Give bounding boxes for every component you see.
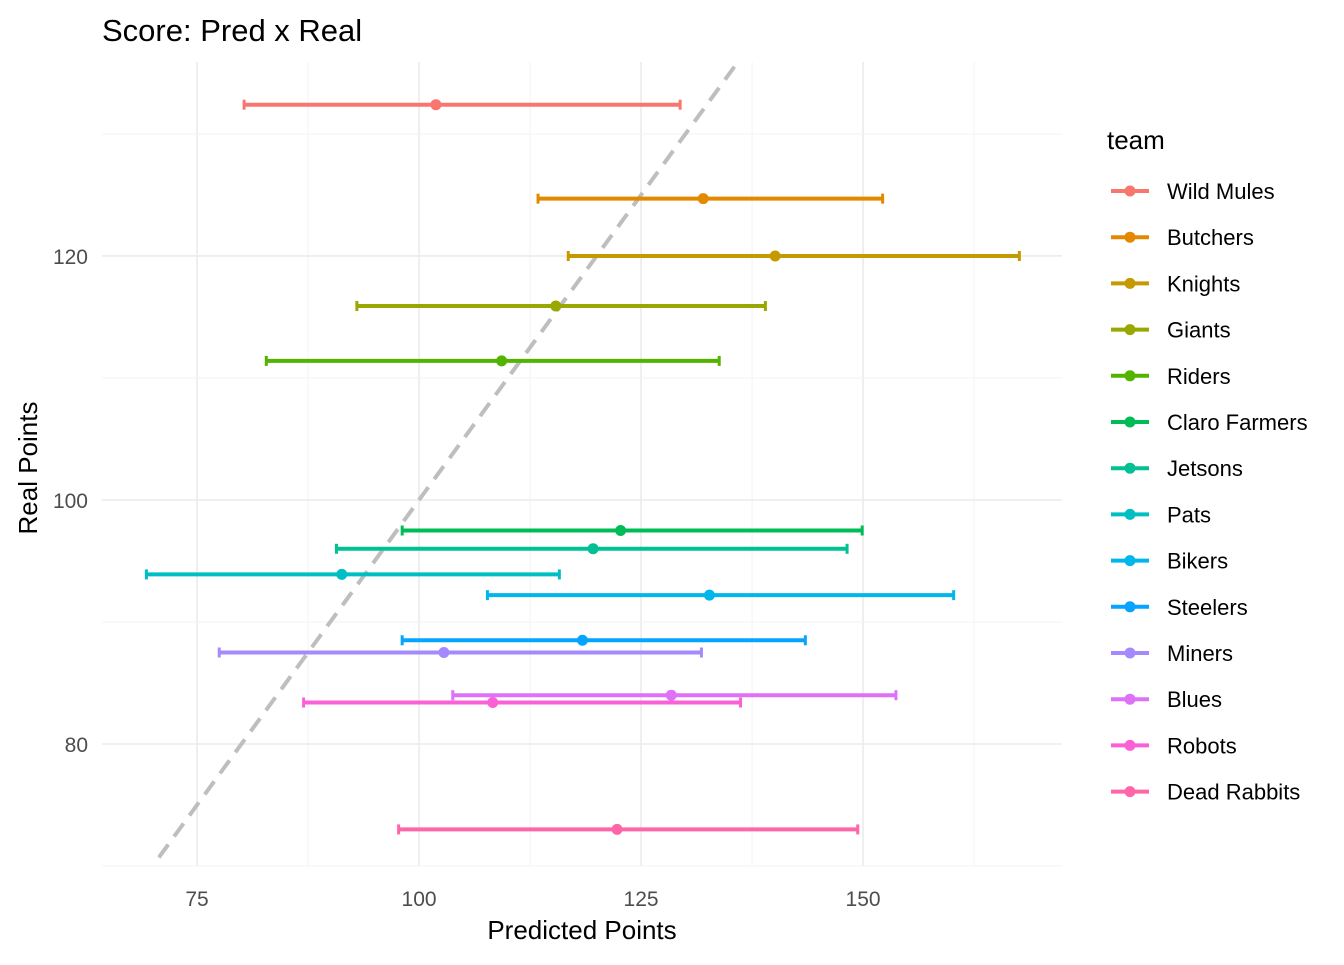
marks — [144, 99, 1021, 835]
legend-label: Giants — [1167, 318, 1231, 343]
legend-key-point — [1124, 185, 1136, 197]
legend-key-point — [1124, 370, 1136, 382]
team-claro-farmers — [400, 524, 864, 536]
legend-title: team — [1107, 125, 1165, 155]
legend-label: Wild Mules — [1167, 179, 1275, 204]
legend-item: Bikers — [1111, 549, 1228, 574]
legend-label: Jetsons — [1167, 456, 1243, 481]
team-butchers — [536, 193, 885, 205]
legend-key-point — [1124, 739, 1136, 751]
data-point — [769, 250, 781, 262]
team-robots — [302, 697, 743, 709]
reference-line — [157, 60, 740, 859]
legend-item: Robots — [1111, 733, 1237, 758]
legend-label: Bikers — [1167, 549, 1228, 574]
team-dead-rabbits — [397, 823, 860, 835]
data-point — [697, 193, 709, 205]
reference-line-group — [157, 60, 740, 859]
legend-key-point — [1124, 277, 1136, 289]
team-jetsons — [334, 543, 849, 555]
x-tick-label: 150 — [846, 888, 881, 911]
legend-item: Wild Mules — [1111, 179, 1275, 204]
data-point — [615, 524, 627, 536]
x-tick-label: 75 — [185, 888, 208, 911]
legend-label: Steelers — [1167, 595, 1248, 620]
legend-key-point — [1124, 231, 1136, 243]
ticks: 75 100 125 150 80 100 120 — [53, 246, 881, 911]
team-knights — [566, 250, 1021, 262]
legend-item: Pats — [1111, 502, 1211, 527]
team-miners — [217, 646, 703, 658]
data-point — [487, 697, 499, 709]
legend-item: Riders — [1111, 364, 1231, 389]
legend-key-point — [1124, 462, 1136, 474]
legend-label: Riders — [1167, 364, 1231, 389]
legend-key-point — [1124, 693, 1136, 705]
legend-label: Robots — [1167, 733, 1237, 758]
legend-key-point — [1124, 555, 1136, 567]
x-tick-label: 125 — [624, 888, 659, 911]
x-axis-label: Predicted Points — [487, 915, 676, 945]
y-tick-label: 100 — [53, 490, 88, 513]
legend-key-point — [1124, 324, 1136, 336]
legend-label: Blues — [1167, 687, 1222, 712]
legend-item: Butchers — [1111, 225, 1254, 250]
legend-item: Claro Farmers — [1111, 410, 1308, 435]
legend-key-point — [1124, 647, 1136, 659]
legend-key-point — [1124, 601, 1136, 613]
team-pats — [144, 568, 561, 580]
data-point — [576, 634, 588, 646]
data-point — [703, 589, 715, 601]
data-point — [587, 543, 599, 555]
legend-key-point — [1124, 416, 1136, 428]
team-bikers — [485, 589, 956, 601]
y-axis-label: Real Points — [13, 402, 43, 535]
legend-item: Jetsons — [1111, 456, 1243, 481]
team-giants — [355, 300, 767, 312]
legend-label: Miners — [1167, 641, 1233, 666]
legend-key-point — [1124, 508, 1136, 520]
data-point — [665, 689, 677, 701]
legend-item: Steelers — [1111, 595, 1248, 620]
legend-key-point — [1124, 786, 1136, 798]
team-steelers — [400, 634, 807, 646]
team-blues — [451, 689, 898, 701]
team-riders — [264, 355, 721, 367]
legend-item: Dead Rabbits — [1111, 780, 1300, 805]
legend-item: Miners — [1111, 641, 1233, 666]
legend-label: Knights — [1167, 271, 1240, 296]
y-tick-label: 120 — [53, 246, 88, 269]
data-point — [438, 646, 450, 658]
data-point — [430, 99, 442, 111]
legend-label: Dead Rabbits — [1167, 780, 1300, 805]
legend-label: Pats — [1167, 502, 1211, 527]
chart-title: Score: Pred x Real — [102, 13, 362, 48]
team-wild-mules — [242, 99, 682, 111]
legend-label: Claro Farmers — [1167, 410, 1308, 435]
legend-item: Blues — [1111, 687, 1222, 712]
legend: Wild Mules Butchers Knights Giants Riders Cla… — [1111, 179, 1308, 805]
legend-item: Knights — [1111, 271, 1240, 296]
grid — [102, 62, 1062, 867]
data-point — [611, 823, 623, 835]
data-point — [496, 355, 508, 367]
legend-label: Butchers — [1167, 225, 1254, 250]
data-point — [550, 300, 562, 312]
legend-item: Giants — [1111, 318, 1231, 343]
data-point — [336, 568, 348, 580]
y-tick-label: 80 — [65, 734, 88, 757]
x-tick-label: 100 — [402, 888, 437, 911]
